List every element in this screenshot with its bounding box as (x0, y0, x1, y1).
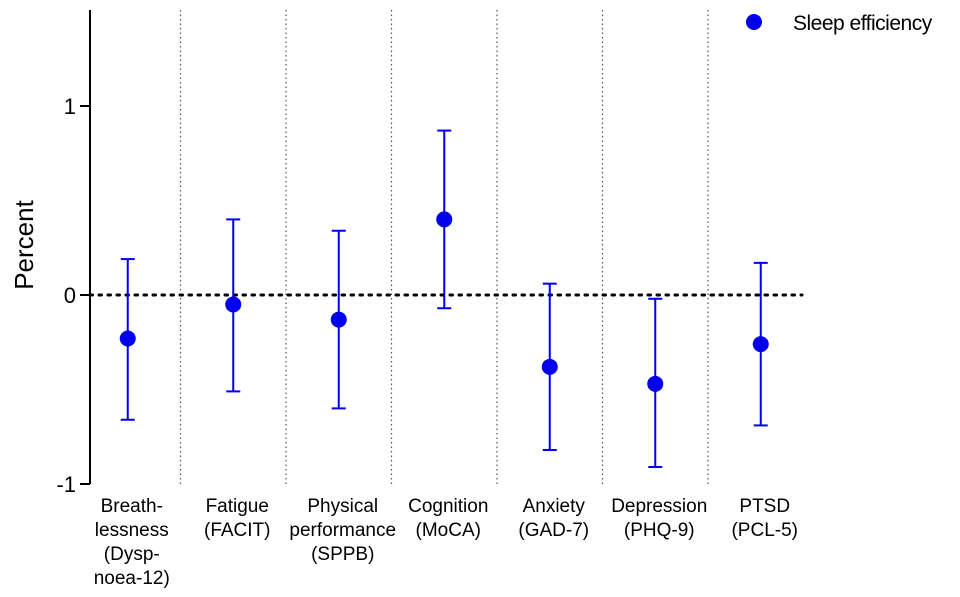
data-point (436, 211, 453, 228)
data-point-group (541, 282, 558, 451)
category-label: Anxiety (GAD-7) (518, 496, 589, 541)
y-tick-label: -1 (56, 472, 76, 497)
category-label: Physical performance (SPPB) (289, 496, 396, 565)
data-point-group (752, 261, 769, 427)
category-label-line: Anxiety (523, 496, 586, 517)
data-point-group (330, 229, 347, 410)
category-label-line: Cognition (408, 496, 488, 517)
category-label-line: (SPPB) (311, 544, 374, 565)
category-label-line: Fatigue (206, 496, 269, 517)
legend-marker (746, 14, 762, 30)
category-label: PTSD (PCL-5) (731, 496, 798, 541)
category-label-line: performance (289, 520, 396, 541)
data-point (647, 375, 664, 392)
category-label: Cognition (MoCA) (408, 496, 488, 541)
data-point (752, 336, 769, 353)
legend: Sleep efficiency (746, 12, 933, 35)
category-label-line: (Dysp- (104, 544, 160, 565)
category-label: Breath-lessness (Dysp-noea-12) (94, 496, 170, 589)
legend-label: Sleep efficiency (793, 12, 933, 35)
data-point (541, 358, 558, 375)
data-point (119, 330, 136, 347)
y-tick-label: 1 (64, 94, 76, 119)
category-label-line: (GAD-7) (518, 520, 589, 541)
category-label-line: noea-12) (94, 568, 170, 589)
category-label-line: Physical (307, 496, 378, 517)
category-label-line: lessness (95, 520, 169, 541)
data-point-group (436, 129, 453, 310)
category-label-line: (MoCA) (416, 520, 481, 541)
category-label-line: (PHQ-9) (624, 520, 695, 541)
y-axis: -1 0 1 (56, 10, 91, 497)
data-point-group (225, 218, 242, 393)
y-tick-label: 0 (64, 283, 76, 308)
data-point (225, 296, 242, 313)
data-point-group (647, 297, 664, 468)
category-label-line: (PCL-5) (731, 520, 798, 541)
category-label: Fatigue (FACIT) (204, 496, 271, 541)
category-label-line: Depression (611, 496, 707, 517)
category-label-line: PTSD (739, 496, 790, 517)
category-label: Depression (PHQ-9) (611, 496, 707, 541)
category-label-line: Breath- (101, 496, 163, 517)
category-labels: Breath-lessness (Dysp-noea-12) Fatigue (FAC… (94, 496, 798, 589)
y-axis-label: Percent (9, 199, 39, 289)
series-sleep-efficiency (119, 129, 769, 468)
category-label-line: (FACIT) (204, 520, 271, 541)
data-point (330, 311, 347, 328)
data-point-group (119, 258, 136, 421)
